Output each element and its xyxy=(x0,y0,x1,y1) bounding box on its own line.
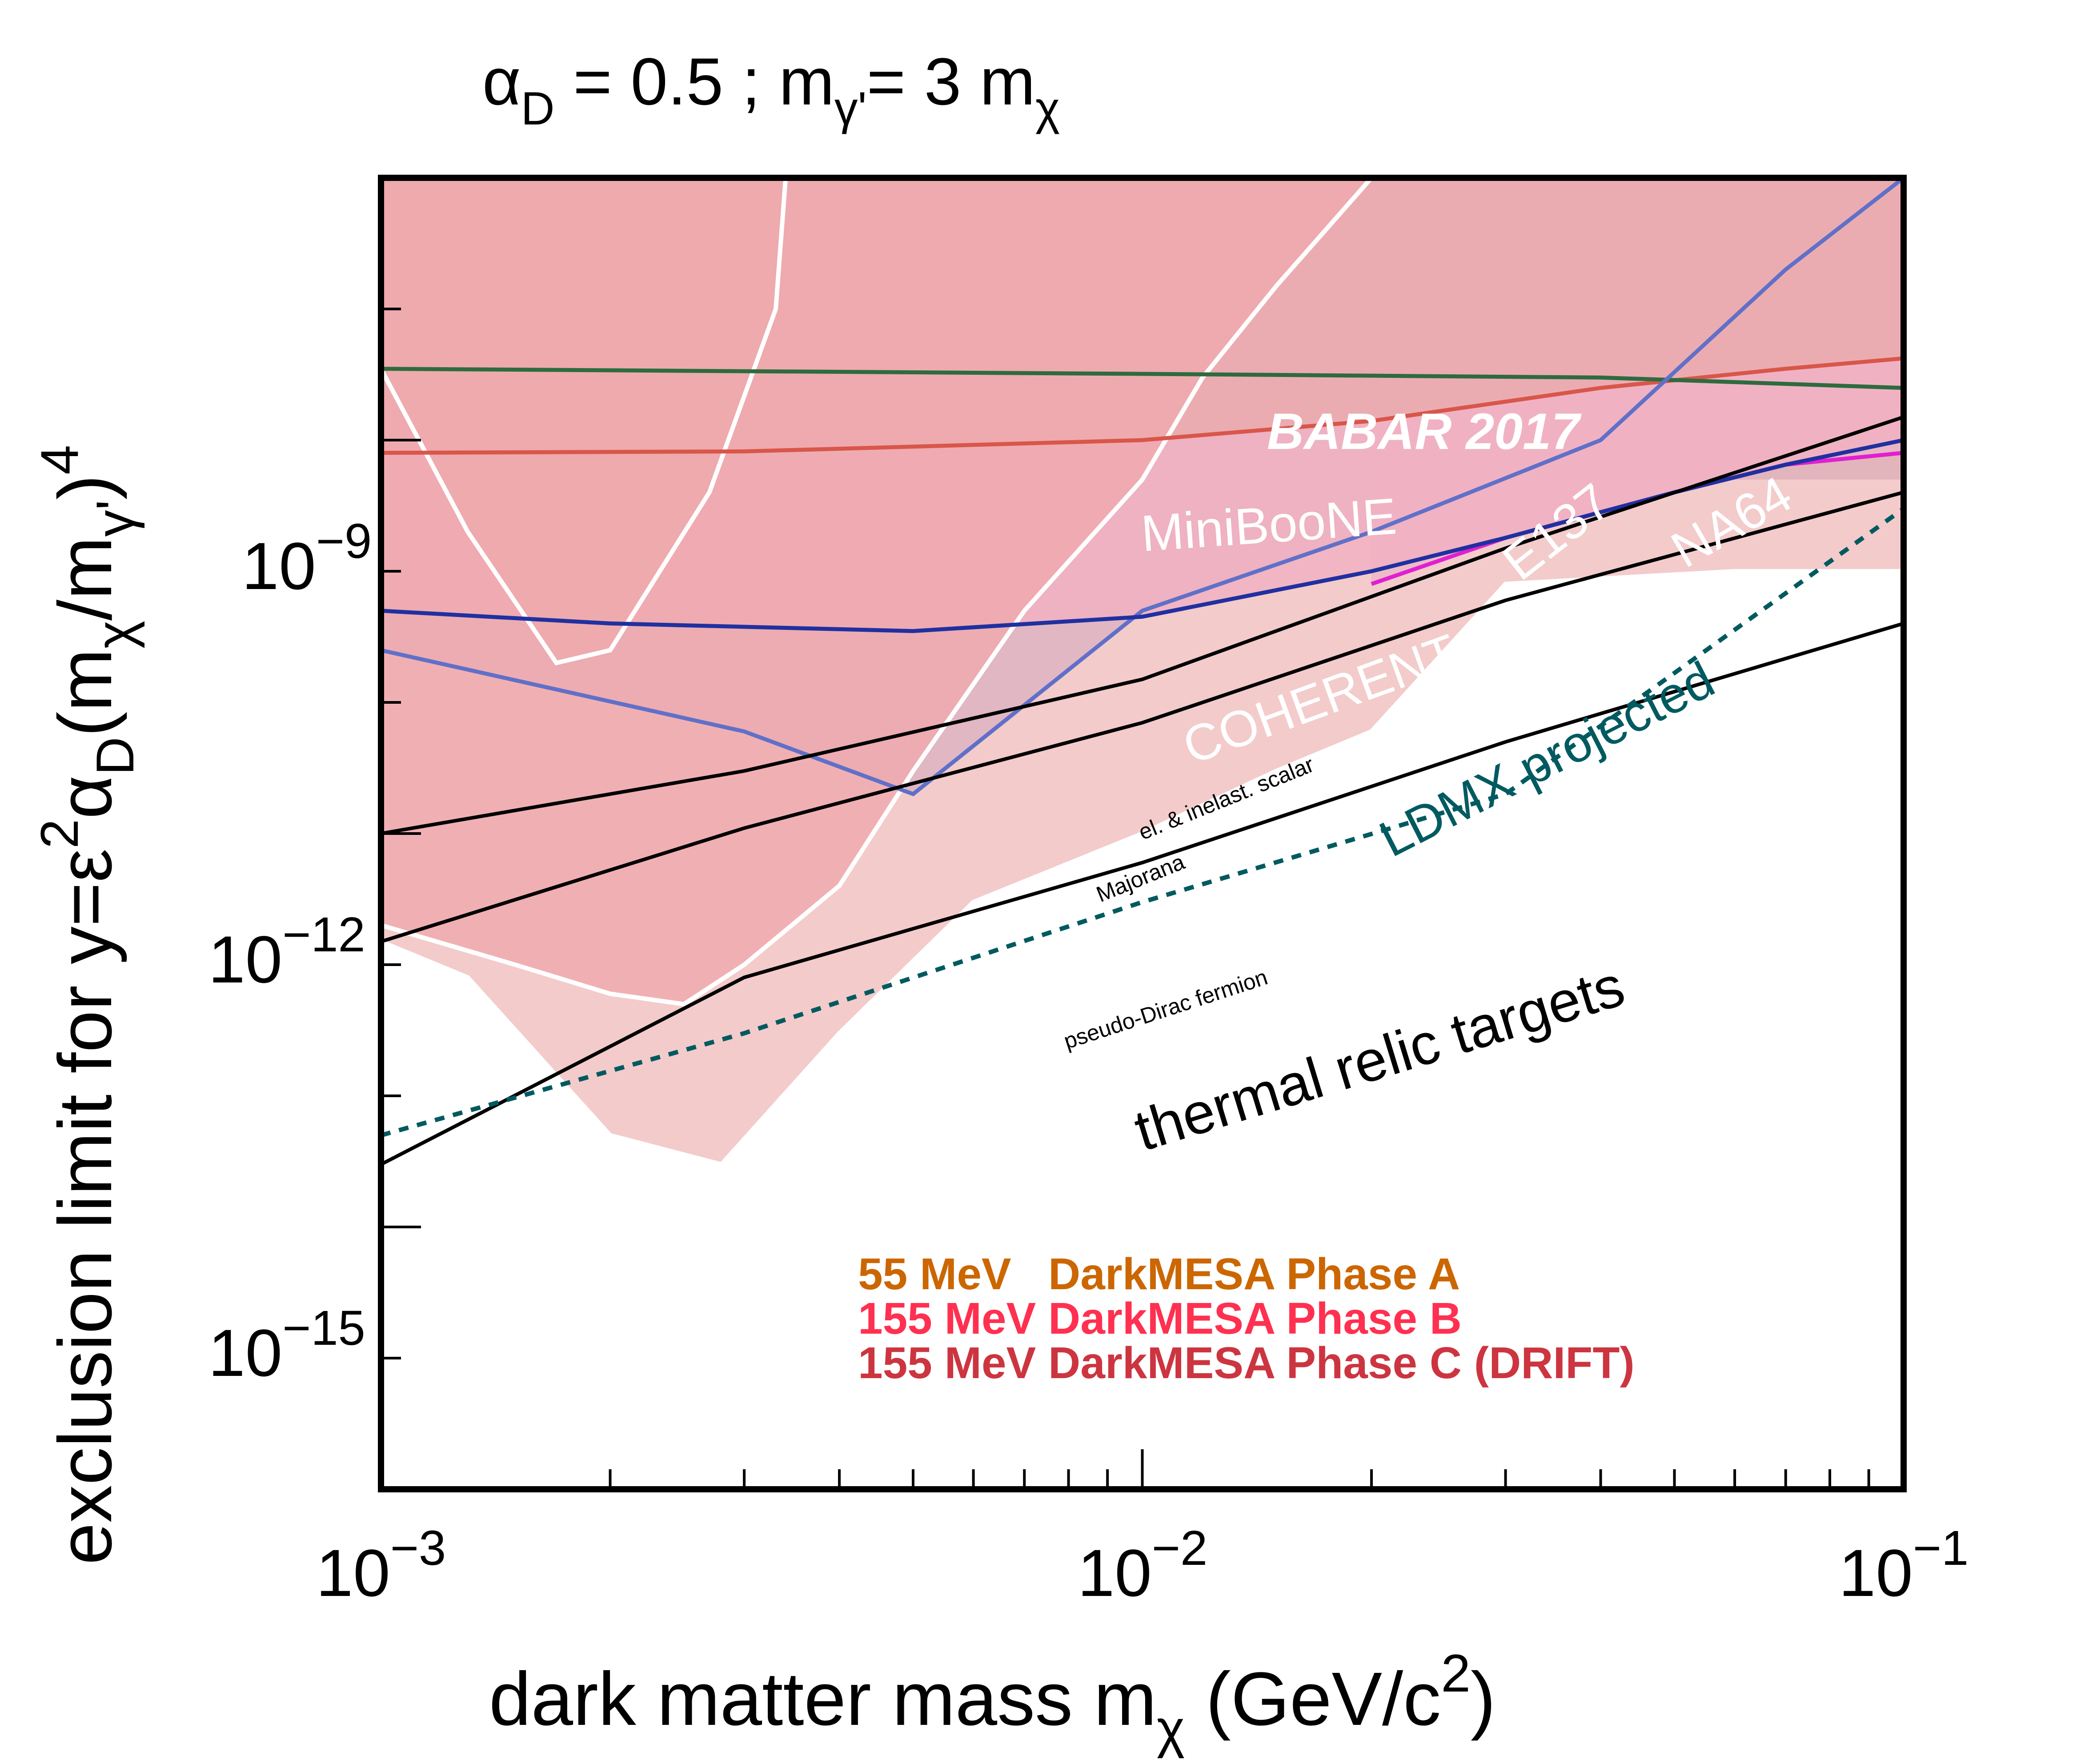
line-e137 xyxy=(381,178,1904,797)
axis-ticks xyxy=(380,176,1905,1491)
legend-entry: 155 MeV DarkMESA Phase C (DRIFT) xyxy=(858,1338,1635,1388)
line-coherent-csi xyxy=(381,438,1904,633)
legend-entry: 155 MeV DarkMESA Phase B xyxy=(858,1294,1462,1343)
outline-darkmesa-phase-c-drift xyxy=(381,569,1904,1167)
region-darkmesa-phase-c-drift xyxy=(381,178,1904,1165)
legend-entry: 55 MeV DarkMESA Phase A xyxy=(858,1249,1460,1299)
x-tick-label: 10−2 xyxy=(1078,1521,1207,1610)
line-miniboone xyxy=(381,356,1904,455)
plot-area xyxy=(381,178,1904,1489)
y-axis-label: exclusion limit for y=ε2αD(mχ/mγ')4 xyxy=(30,445,145,1565)
x-tick-labels: 10−3 10−2 10−1 xyxy=(316,1521,1969,1610)
projection-lines xyxy=(381,507,1904,1138)
y-tick-label: 10−9 xyxy=(242,514,372,603)
outline-darkmesa-phase-b xyxy=(381,178,1373,1007)
y-tick-label: 10−15 xyxy=(208,1301,365,1390)
target-majorana xyxy=(381,490,1904,943)
x-tick-label: 10−1 xyxy=(1839,1521,1969,1610)
babar-label: BABAR 2017 xyxy=(1267,403,1582,460)
legend: 55 MeV DarkMESA Phase A 155 MeV DarkMESA… xyxy=(858,1249,1635,1388)
projection-ldmx-projected xyxy=(381,507,1904,1138)
x-axis-label: dark matter mass mχ (GeV/c2) xyxy=(489,1644,1496,1759)
outline-darkmesa-phase-a xyxy=(381,178,788,666)
line-babar-2017 xyxy=(381,367,1904,390)
chart-title: αD = 0.5 ; mγ'= 3 mχ xyxy=(482,44,1060,135)
target-el-inelast-scalar xyxy=(381,415,1904,835)
y-tick-labels: 10−9 10−12 10−15 xyxy=(208,514,372,1390)
y-tick-label: 10−12 xyxy=(208,907,365,997)
thermal-target-lines xyxy=(381,415,1904,1166)
target-pseudo-dirac-fermion xyxy=(381,621,1904,1166)
x-tick-label: 10−3 xyxy=(316,1521,446,1610)
exclusion-regions xyxy=(381,178,1904,1167)
